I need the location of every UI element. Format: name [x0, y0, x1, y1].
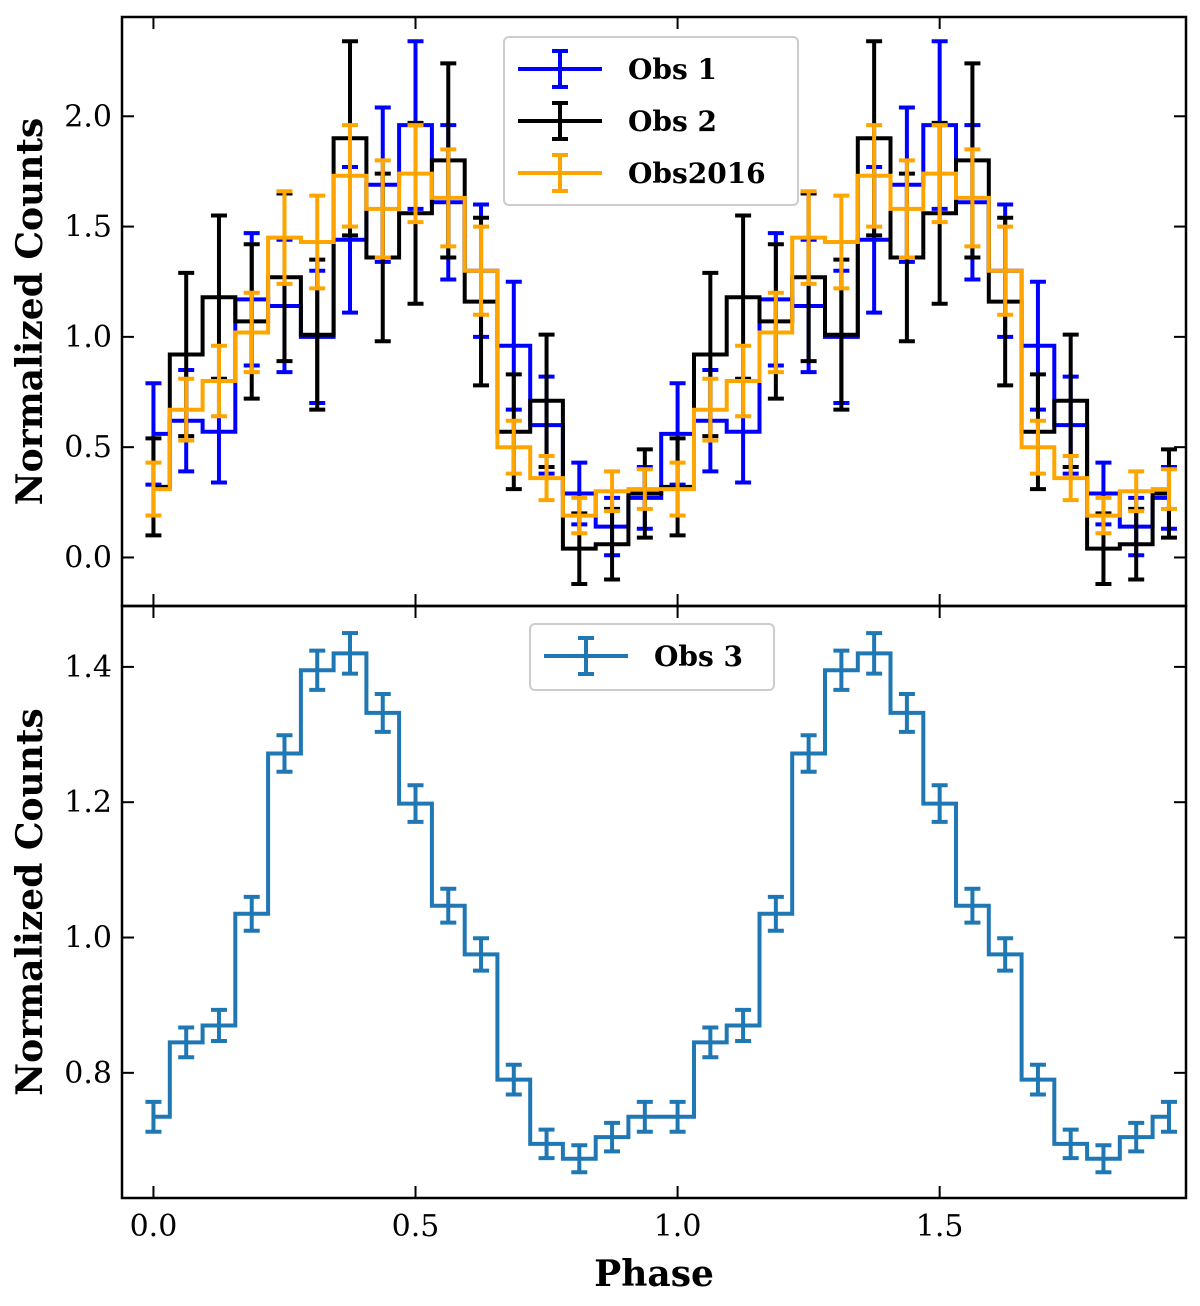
error-bar [604, 1120, 621, 1154]
error-bar [669, 460, 686, 518]
y-axis-label: Normalized Counts [9, 708, 51, 1096]
legend-item: Obs 2 [518, 101, 717, 141]
top-panel: 0.0 0.5 1.0 1.5 2.0 Obs 1 Obs 2 Obs2016 Normaliz… [9, 15, 1188, 608]
error-bar [1062, 453, 1079, 503]
error-bar [538, 1127, 555, 1161]
error-bar [440, 886, 457, 925]
y-tick-label: 1.5 [64, 210, 112, 245]
legend-frame [503, 36, 799, 206]
error-bar [571, 1143, 588, 1175]
error-bar [276, 189, 293, 286]
error-bar [309, 193, 326, 291]
series-step-line [153, 171, 1169, 518]
error-bar [964, 886, 981, 925]
error-bar [931, 783, 948, 824]
x-axis-label: Phase [594, 1253, 714, 1295]
error-bar [669, 1099, 686, 1134]
error-bar [1128, 469, 1145, 514]
error-bar [440, 147, 457, 249]
legend-label: Obs2016 [628, 157, 766, 190]
error-bar [1160, 467, 1177, 511]
x-tick-label: 1.0 [654, 1209, 702, 1244]
series-obs-3 [145, 631, 1177, 1175]
y-tick-label: 0.5 [64, 430, 112, 465]
error-bar [1160, 1099, 1177, 1134]
error-bar [505, 418, 522, 476]
x-tick-label: 0.0 [130, 1209, 178, 1244]
error-bar [702, 376, 719, 443]
legend-item: Obs 3 [544, 636, 743, 676]
error-bar [997, 936, 1014, 973]
y-tick-label: 2.0 [64, 99, 112, 134]
error-bar [145, 1099, 162, 1134]
error-bar [636, 1099, 653, 1134]
error-bar [538, 453, 555, 503]
error-bar [342, 123, 358, 229]
error-bar [866, 631, 883, 676]
y-tick-label: 0.8 [64, 1056, 112, 1091]
error-bar [767, 290, 784, 375]
error-bar [342, 631, 358, 676]
error-bar [767, 894, 784, 933]
error-bar [1029, 1062, 1046, 1097]
y-axis-label: Normalized Counts [9, 118, 51, 506]
axes-frame [120, 604, 1188, 1200]
series-step-line [153, 651, 1169, 1161]
legend: Obs 1 Obs 2 Obs2016 [503, 36, 799, 206]
error-bar [407, 783, 424, 824]
error-bar [931, 123, 948, 225]
error-bar [178, 1025, 195, 1060]
error-bar [833, 648, 850, 692]
legend-label: Obs 2 [628, 105, 717, 138]
error-bar [571, 495, 588, 536]
error-bar [800, 733, 817, 774]
error-bar [1128, 1120, 1145, 1154]
error-bar [243, 894, 260, 933]
y-tick-label: 1.2 [64, 785, 112, 820]
y-tick-label: 1.0 [64, 921, 112, 956]
error-bar [1095, 1143, 1112, 1175]
error-bar [145, 460, 162, 518]
x-tick-label: 0.5 [392, 1209, 440, 1244]
legend-item: Obs2016 [518, 153, 766, 193]
legend-label: Obs 3 [654, 640, 743, 673]
error-bar [243, 290, 260, 375]
error-bar [1062, 1127, 1079, 1161]
error-bar [210, 1007, 227, 1044]
legend-label: Obs 1 [628, 53, 717, 86]
error-bar [735, 343, 752, 419]
error-bar [604, 469, 621, 514]
error-bar [1029, 418, 1046, 476]
error-bar [833, 193, 850, 291]
error-bar [636, 467, 653, 511]
bottom-panel: 0.0 0.5 1.0 1.5 0.8 1.0 1.2 1.4 Obs 3 Normalized … [9, 604, 1188, 1244]
error-bar [866, 123, 883, 229]
error-bar [997, 224, 1014, 317]
error-bar [735, 1007, 752, 1044]
legend: Obs 3 [529, 623, 775, 691]
error-bar [702, 1025, 719, 1060]
error-bar [473, 224, 490, 317]
error-bar [800, 189, 817, 286]
legend-item: Obs 1 [518, 49, 717, 89]
error-bar [407, 123, 424, 225]
error-bar [210, 343, 227, 419]
error-bar [276, 733, 293, 774]
error-bar [309, 648, 326, 692]
error-bar [178, 376, 195, 443]
series-obs2016 [145, 123, 1177, 536]
x-tick-label: 1.5 [916, 1209, 964, 1244]
error-bar [898, 691, 915, 734]
error-bar [505, 1062, 522, 1097]
error-bar [1095, 495, 1112, 536]
error-bar [374, 691, 391, 734]
error-bar [898, 158, 915, 260]
error-bar [473, 936, 490, 973]
error-bar [374, 158, 391, 260]
y-tick-label: 0.0 [64, 540, 112, 575]
error-bar [964, 147, 981, 249]
y-tick-label: 1.4 [64, 650, 112, 685]
y-tick-label: 1.0 [64, 320, 112, 355]
